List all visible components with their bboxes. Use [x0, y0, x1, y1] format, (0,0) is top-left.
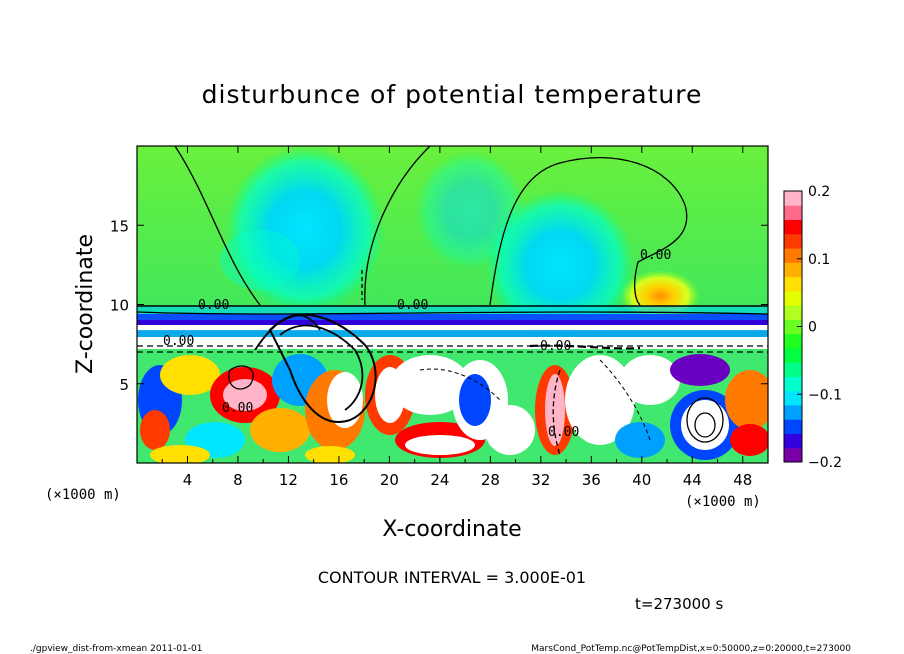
x-tick-label: 36 [582, 471, 601, 489]
colorbar-segment [784, 262, 802, 278]
colorbar-tick-label: −0.1 [808, 387, 842, 403]
colorbar-segment [784, 347, 802, 363]
x-tick-label: 32 [531, 471, 550, 489]
footer-right: MarsCond_PotTemp.nc@PotTempDist,x=0:5000… [531, 644, 851, 654]
colorbar-segment [784, 447, 802, 463]
colorbar-segment [784, 290, 802, 306]
y-tick-label: 5 [119, 376, 129, 394]
field-band [137, 325, 768, 331]
x-tick-label: 24 [430, 471, 449, 489]
x-tick-label: 44 [683, 471, 702, 489]
colorbar-tick-label: 0 [808, 320, 817, 336]
contour-label: 0.00 [640, 248, 671, 263]
field-band [137, 314, 768, 322]
contour-labels: 0.00 0.00 0.00 0.00 0.00 0.00 0.00 [163, 248, 671, 440]
contour-label: 0.00 [222, 401, 253, 416]
colorbar [783, 190, 803, 463]
field-band [137, 320, 768, 326]
colorbar-segment [784, 390, 802, 406]
x-tick-label: 20 [380, 471, 399, 489]
colorbar-segment [784, 319, 802, 335]
field-blob [225, 146, 385, 315]
colorbar-tick-label: 0.2 [808, 184, 830, 200]
x-tick-label: 12 [279, 471, 298, 489]
colorbar-segment [784, 276, 802, 292]
x-axis: 4 8 12 16 20 24 28 32 36 40 44 48 [161, 146, 752, 489]
colorbar-segment [784, 205, 802, 221]
x-tick-label: 28 [481, 471, 500, 489]
z-axis-unit: (×1000 m) [45, 487, 121, 503]
field-blob [415, 150, 525, 270]
x-tick-label: 40 [632, 471, 651, 489]
colorbar-tick-label: 0.1 [808, 252, 830, 268]
colorbar-segment [784, 191, 802, 206]
colorbar-segment [784, 248, 802, 263]
x-axis-title: X-coordinate [382, 517, 521, 542]
x-tick-label: 48 [733, 471, 752, 489]
colorbar-segment [784, 305, 802, 320]
contour-interval: CONTOUR INTERVAL = 3.000E-01 [318, 568, 586, 587]
field-band [137, 330, 768, 337]
y-tick-label: 10 [110, 297, 129, 315]
x-tick-label: 8 [233, 471, 243, 489]
colorbar-segment [784, 404, 802, 420]
chart-title: disturbunce of potential temperature [202, 80, 703, 109]
colorbar-ticks: 0.2 0.1 0 −0.1 −0.2 [797, 184, 842, 471]
contour-lines [137, 146, 768, 456]
x-axis-unit: (×1000 m) [685, 494, 761, 510]
y-tick-label: 15 [110, 217, 129, 235]
x-tick-label: 4 [183, 471, 193, 489]
x-tick-label: 16 [329, 471, 348, 489]
colorbar-segment [784, 362, 802, 377]
contour-label: 0.00 [548, 425, 579, 440]
footer-left: ./gpview_dist-from-xmean 2011-01-01 [30, 644, 202, 654]
colorbar-segment [784, 219, 802, 235]
colorbar-tick-label: −0.2 [808, 455, 842, 471]
colorbar-segment [784, 376, 802, 392]
y-axis: 5 10 15 [110, 217, 768, 394]
y-axis-title: Z-coordinate [73, 234, 98, 374]
contour-label: 0.00 [198, 298, 229, 313]
colorbar-segment [784, 419, 802, 434]
colorbar-segment [784, 233, 802, 249]
contour-label: 0.00 [540, 339, 571, 354]
field-band [137, 306, 768, 316]
field-band [137, 337, 768, 349]
colorbar-segment [784, 333, 802, 349]
colorbar-segment [784, 433, 802, 449]
contour-label: 0.00 [163, 334, 194, 349]
time-label: t=273000 s [635, 595, 723, 613]
plot-area: 0.00 0.00 0.00 0.00 0.00 0.00 0.00 [137, 146, 768, 463]
contour-label: 0.00 [397, 298, 428, 313]
